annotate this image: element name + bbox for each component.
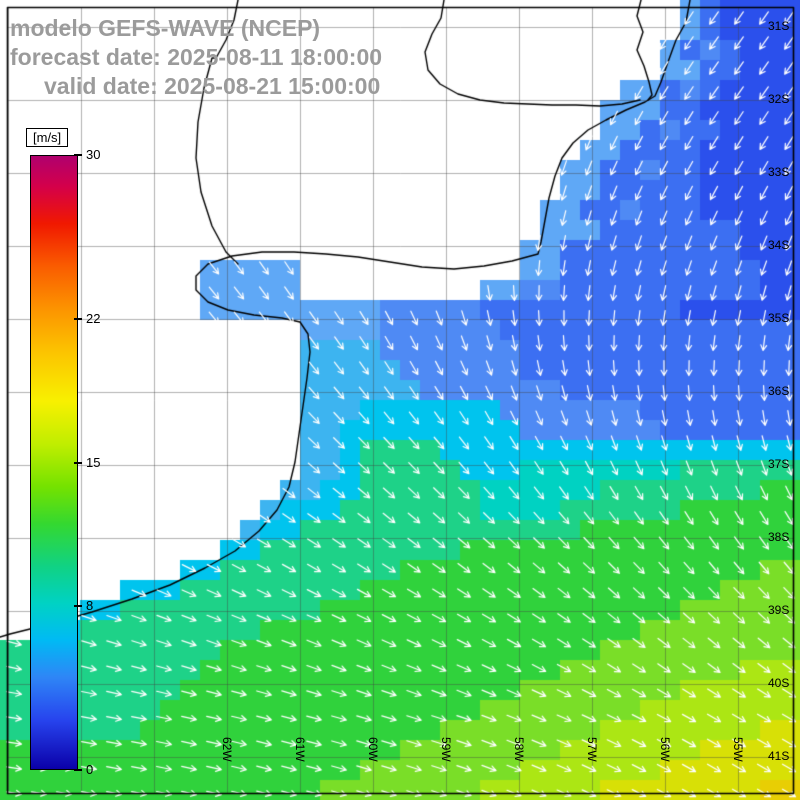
colorbar-tick-mark: [74, 605, 82, 607]
model-title: modelo GEFS-WAVE (NCEP): [10, 15, 321, 41]
colorbar-tick-label: 22: [86, 311, 101, 326]
colorbar-tick-label: 0: [86, 762, 94, 777]
colorbar-tick-mark: [74, 461, 82, 464]
colorbar-tick-mark: [74, 318, 82, 320]
colorbar-tick-label: 15: [86, 454, 101, 470]
colorbar-tick-label: 30: [86, 147, 101, 162]
forecast-date: forecast date: 2025-08-11 18:00:00: [10, 44, 383, 70]
colorbar-tick-label: 8: [86, 598, 94, 613]
colorbar: [30, 155, 78, 770]
colorbar-tick-mark: [74, 154, 82, 156]
title-block: modelo GEFS-WAVE (NCEP) forecast date: 2…: [10, 14, 382, 101]
valid-date: valid date: 2025-08-21 15:00:00: [44, 73, 381, 99]
colorbar-unit-label: [m/s]: [26, 128, 69, 147]
colorbar-tick-mark: [74, 769, 82, 771]
